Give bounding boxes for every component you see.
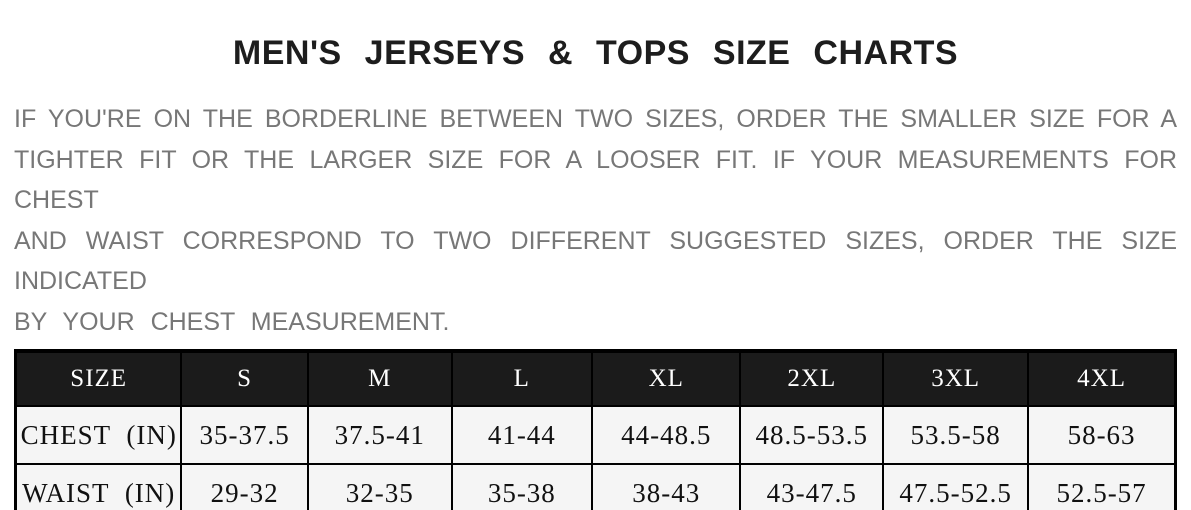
waist-3xl-value: 47.5-52.5 xyxy=(882,463,1030,510)
intro-paragraph: IF YOU'RE ON THE BORDERLINE BETWEEN TWO … xyxy=(14,99,1177,342)
intro-line-2: TIGHTER FIT OR THE LARGER SIZE FOR A LOO… xyxy=(14,145,1177,215)
chest-2xl-value: 48.5-53.5 xyxy=(739,405,885,465)
waist-s-value: 29-32 xyxy=(180,463,309,510)
intro-line-3: AND WAIST CORRESPOND TO TWO DIFFERENT SU… xyxy=(14,226,1177,296)
intro-line-1: IF YOU'RE ON THE BORDERLINE BETWEEN TWO … xyxy=(14,105,1177,133)
chest-3xl-value: 53.5-58 xyxy=(882,405,1030,465)
table-row-chest: CHEST (IN) 35-37.5 37.5-41 41-44 44-48.5… xyxy=(14,405,1177,465)
column-header-s: S xyxy=(180,350,309,407)
chest-s-value: 35-37.5 xyxy=(180,405,309,465)
size-guide-section: MEN'S JERSEYS & TOPS SIZE CHARTS IF YOU'… xyxy=(14,0,1177,510)
chest-m-value: 37.5-41 xyxy=(306,405,453,465)
chest-4xl-value: 58-63 xyxy=(1027,405,1177,465)
column-header-3xl: 3XL xyxy=(882,350,1030,407)
waist-m-value: 32-35 xyxy=(306,463,453,510)
row-label-waist: WAIST (IN) xyxy=(14,463,183,510)
intro-line-4: BY YOUR CHEST MEASUREMENT. xyxy=(14,307,450,336)
waist-xl-value: 38-43 xyxy=(590,463,742,510)
column-header-m: M xyxy=(306,350,453,407)
table-row-waist: WAIST (IN) 29-32 32-35 35-38 38-43 43-47… xyxy=(14,463,1177,510)
waist-2xl-value: 43-47.5 xyxy=(739,463,885,510)
row-label-chest: CHEST (IN) xyxy=(14,405,183,465)
chest-l-value: 41-44 xyxy=(450,405,594,465)
waist-4xl-value: 52.5-57 xyxy=(1027,463,1177,510)
waist-l-value: 35-38 xyxy=(450,463,594,510)
header-row: SIZE S M L XL 2XL 3XL 4XL xyxy=(14,350,1177,407)
column-header-xl: XL xyxy=(590,350,742,407)
page-title: MEN'S JERSEYS & TOPS SIZE CHARTS xyxy=(232,34,959,72)
size-chart-table: SIZE S M L XL 2XL 3XL 4XL CHEST (IN) 35-… xyxy=(14,349,1177,510)
column-header-4xl: 4XL xyxy=(1027,350,1177,407)
chest-xl-value: 44-48.5 xyxy=(590,405,742,465)
column-header-2xl: 2XL xyxy=(739,350,885,407)
column-header-size: SIZE xyxy=(14,350,183,407)
column-header-l: L xyxy=(450,350,594,407)
